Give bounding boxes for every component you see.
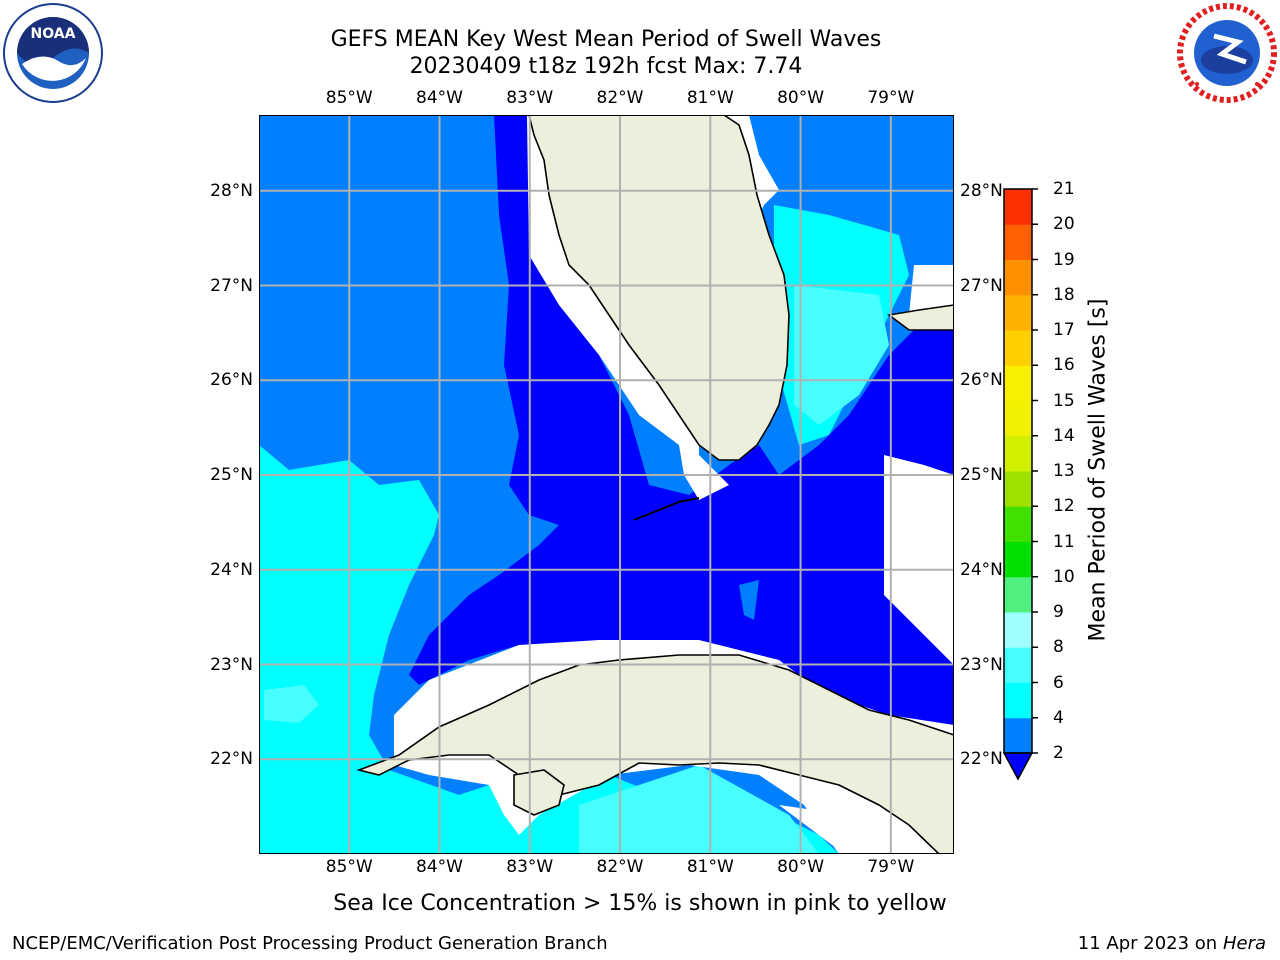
lat-tick-label-right: 24°N (960, 559, 1003, 580)
lat-tick-label-right: 22°N (960, 749, 1003, 770)
lon-tick-label-top: 79°W (867, 88, 915, 108)
lat-tick-label-left: 26°N (210, 370, 253, 391)
colorbar-tick-label: 9 (1053, 602, 1064, 622)
colorbar-segment (1004, 330, 1032, 366)
footer-date-text: 11 Apr 2023 on (1077, 933, 1223, 954)
colorbar-label: Mean Period of Swell Waves [s] (1085, 298, 1111, 642)
footer-date: 11 Apr 2023 on Hera (1078, 933, 1266, 954)
lat-tick-label-left: 25°N (210, 465, 253, 486)
colorbar-tick-label: 4 (1053, 707, 1064, 728)
lon-tick-label-bottom: 81°W (686, 857, 734, 877)
florida-land (528, 115, 790, 461)
isla-juventud (513, 769, 565, 816)
colorbar-segment (1004, 471, 1032, 507)
colorbar-tick-label: 10 (1053, 566, 1075, 587)
lon-tick-label-top: 80°W (777, 88, 825, 108)
colorbar-tick-label: 17 (1053, 320, 1075, 340)
lat-tick-label-right: 23°N (960, 654, 1003, 675)
lon-tick-label-top: 84°W (416, 88, 463, 108)
colorbar-tick-label: 19 (1053, 249, 1075, 270)
lat-tick-label-left: 28°N (210, 180, 253, 201)
colorbar-segment (1004, 506, 1032, 542)
sea-ice-note: Sea Ice Concentration > 15% is shown in … (333, 891, 947, 916)
colorbar-segment (1004, 647, 1032, 683)
chart-subtitle: 20230409 t18z 192h fcst Max: 7.74 (409, 54, 803, 79)
lon-tick-label-top: 81°W (686, 88, 734, 108)
colorbar-segment (1004, 259, 1032, 296)
lat-tick-label-right: 28°N (960, 180, 1003, 201)
colorbar-under-arrow (1002, 752, 1034, 781)
lon-tick-label-bottom: 83°W (506, 857, 554, 877)
lon-tick-label-bottom: 85°W (325, 857, 373, 877)
colorbar-tick-label: 2 (1053, 743, 1064, 763)
lon-tick-label-bottom: 82°W (596, 857, 644, 877)
noaa-logo: NOAA (3, 3, 103, 103)
colorbar-tick-label: 16 (1053, 355, 1075, 376)
lon-tick-label-top: 83°W (506, 88, 554, 108)
colorbar-segment (1004, 612, 1032, 648)
colorbar-segment (1004, 365, 1032, 401)
colorbar-segment (1004, 435, 1032, 472)
map-grid (259, 115, 954, 854)
lat-tick-label-right: 25°N (960, 465, 1003, 486)
colorbar-tick-label: 11 (1053, 531, 1075, 552)
colorbar-tick-label: 14 (1053, 425, 1075, 446)
missing-cuba-south (779, 805, 879, 854)
lat-tick-label-right: 27°N (960, 275, 1003, 296)
colorbar (1002, 188, 1038, 781)
colorbar-tick-label: 6 (1053, 672, 1064, 693)
footer-machine: Hera (1222, 933, 1266, 954)
colorbar-tick-label: 20 (1053, 214, 1075, 235)
swell-6-8-south (579, 765, 819, 854)
footer-branch: NCEP/EMC/Verification Post Processing Pr… (12, 933, 608, 954)
lon-tick-label-top: 82°W (596, 88, 644, 108)
missing-bahamas (884, 455, 954, 665)
lon-tick-label-bottom: 84°W (416, 857, 463, 877)
colorbar-segment (1004, 294, 1032, 331)
colorbar-tick-label: 21 (1053, 179, 1075, 199)
colorbar-tick-label: 15 (1053, 390, 1075, 411)
colorbar-segment (1004, 541, 1032, 578)
lon-tick-label-bottom: 79°W (867, 857, 915, 877)
lat-tick-label-right: 26°N (960, 370, 1003, 391)
bahamas-land (887, 304, 954, 331)
lat-tick-label-left: 22°N (210, 749, 253, 770)
swell-6-8-east (794, 285, 889, 425)
swell-4-6-west (259, 445, 839, 854)
colorbar-tick-label: 13 (1053, 461, 1075, 481)
lat-tick-label-left: 24°N (210, 559, 253, 580)
colorbar-segment (1004, 682, 1032, 719)
chart-title: GEFS MEAN Key West Mean Period of Swell … (330, 27, 882, 52)
colorbar-tick-label: 8 (1053, 637, 1064, 658)
colorbar-tick-label: 18 (1053, 284, 1075, 305)
colorbar-tick-label: 12 (1053, 496, 1075, 517)
lat-tick-label-left: 23°N (210, 654, 253, 675)
swell-below-2-keys (409, 115, 954, 854)
keys-coastline (633, 497, 700, 521)
colorbar-segment (1004, 224, 1032, 260)
map-panel (259, 115, 954, 854)
swell-2-4-strip (739, 580, 759, 620)
colorbar-segment (1004, 189, 1032, 225)
lon-tick-label-top: 85°W (325, 88, 373, 108)
colorbar-segment (1004, 400, 1032, 437)
nws-logo (1177, 3, 1277, 103)
noaa-logo-text: NOAA (31, 26, 76, 42)
lat-tick-label-left: 27°N (210, 275, 253, 296)
lon-tick-label-bottom: 80°W (777, 857, 825, 877)
colorbar-segment (1004, 717, 1032, 754)
colorbar-segment (1004, 576, 1032, 613)
swell-6-8-west (264, 685, 319, 723)
